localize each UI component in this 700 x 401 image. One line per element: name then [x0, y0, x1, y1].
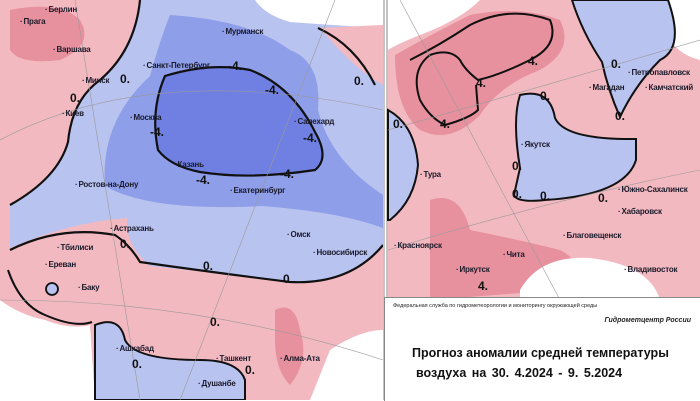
- contour-label: 0.: [354, 74, 365, 88]
- map-title: Прогноз аномалии средней температуры: [412, 346, 669, 360]
- city-label: Красноярск: [394, 241, 441, 250]
- contour-label: 0.: [512, 187, 523, 201]
- city-label: Ташкент: [216, 354, 251, 363]
- contour-label: 0.: [120, 237, 131, 251]
- zero-contour-ne: [317, 27, 376, 86]
- contour-label: 0.: [210, 315, 221, 329]
- contour-label: 0.: [512, 159, 523, 173]
- parallel: [387, 169, 700, 251]
- city-label: Ашхабад: [116, 344, 154, 353]
- city-label: Новосибирск: [313, 248, 367, 257]
- contour-label: 0.: [132, 357, 143, 371]
- center-name: Гидрометцентр России: [604, 317, 692, 324]
- contour-label: 0.: [70, 91, 81, 105]
- city-label: Алма-Ата: [280, 354, 319, 363]
- contour-label: -4.: [196, 173, 211, 187]
- contour-label: -4.: [303, 131, 318, 145]
- city-label: Тура: [420, 170, 441, 179]
- city-label: Минск: [82, 76, 109, 85]
- contour-label: 0.: [615, 109, 626, 123]
- cold-region-yakutsk: [512, 92, 637, 202]
- contour-label: 4.: [478, 279, 489, 293]
- city-label: Владивосток: [624, 265, 677, 274]
- zero-contour-sw: [7, 269, 93, 325]
- contour-label: -4.: [150, 125, 165, 139]
- city-label: Астрахань: [110, 224, 153, 233]
- city-label: Ереван: [45, 260, 76, 269]
- cold-dark-region: [154, 66, 324, 177]
- white-region-nw: [388, 0, 480, 50]
- white-region-sw: [0, 300, 95, 400]
- white-region: [255, 0, 383, 28]
- contour-label: 0.: [598, 191, 609, 205]
- city-label: Санкт-Петербург: [143, 61, 210, 70]
- map-period: воздуха на 30. 4.2024 - 9. 5.2024: [416, 366, 623, 380]
- cold-region-west: [387, 108, 420, 221]
- contour-label: 0.: [203, 259, 214, 273]
- info-box: Федеральная служба по гидрометеорологии …: [384, 297, 700, 401]
- city-label: Южно-Сахалинск: [618, 185, 687, 194]
- cold-spot: [45, 282, 59, 296]
- parallel: [387, 39, 700, 131]
- contour-label: 0.: [540, 189, 551, 203]
- meridian: [179, 0, 336, 400]
- city-label: Иркутск: [456, 265, 489, 274]
- city-label: Хабаровск: [618, 207, 662, 216]
- white-region-se: [310, 330, 383, 400]
- meridian: [74, 0, 141, 400]
- contour-label: 4.: [476, 76, 487, 90]
- city-label: Тбилиси: [57, 243, 93, 252]
- contour-label: -4.: [265, 83, 280, 97]
- zero-contour-west: [9, 0, 142, 206]
- panel-divider: [383, 0, 388, 400]
- warm-dark-region: [395, 11, 565, 135]
- right-map-panel: [387, 0, 700, 301]
- city-label: Благовещенск: [563, 231, 621, 240]
- contour-label: 4.: [440, 117, 451, 131]
- contour-label: -4.: [280, 167, 295, 181]
- meridian: [399, 0, 561, 301]
- city-label: Москва: [130, 113, 161, 122]
- city-label: Омск: [287, 230, 310, 239]
- city-label: Екатеринбург: [230, 186, 285, 195]
- city-label: Камчатский: [645, 83, 693, 92]
- city-label: Киев: [62, 109, 84, 118]
- city-label: Берлин: [45, 5, 77, 14]
- warm-dark-region-kz: [275, 307, 304, 385]
- contour-label: 4.: [528, 54, 539, 68]
- left-map-panel: [0, 0, 384, 400]
- parallel: [0, 299, 384, 361]
- city-label: Варшава: [53, 45, 90, 54]
- contour-label: -4.: [228, 59, 243, 73]
- contour-label: 0.: [393, 117, 404, 131]
- city-label: Магадан: [589, 83, 624, 92]
- parallel: [0, 90, 384, 141]
- city-label: Петропавловск: [628, 68, 690, 77]
- city-label: Мурманск: [222, 27, 263, 36]
- agency-name: Федеральная служба по гидрометеорологии …: [393, 303, 598, 309]
- city-label: Якутск: [521, 140, 550, 149]
- city-label: Прага: [20, 17, 45, 26]
- contour-label: 0.: [283, 272, 294, 286]
- city-label: Душанбе: [198, 379, 235, 388]
- cold-region-kamchatka: [570, 0, 676, 120]
- city-label: Чита: [503, 250, 524, 259]
- zero-contour-south: [9, 231, 384, 284]
- city-label: Баку: [78, 283, 99, 292]
- city-label: Салехард: [294, 117, 334, 126]
- contour-label: 0.: [245, 363, 256, 377]
- contour-label: 0.: [120, 72, 131, 86]
- warm-contour: [409, 12, 554, 127]
- city-label: Казань: [174, 160, 204, 169]
- contour-label: 0.: [611, 57, 622, 71]
- contour-label: 0.: [540, 89, 551, 103]
- city-label: Ростов-на-Дону: [75, 180, 138, 189]
